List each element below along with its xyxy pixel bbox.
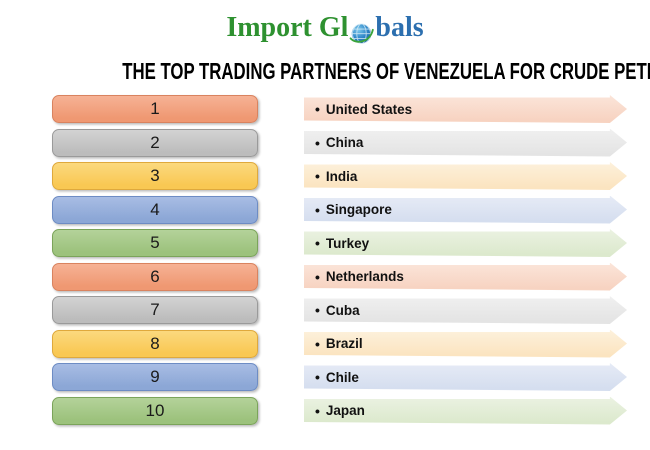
ranking-row: 2 • China (52, 128, 627, 157)
country-arrow: • Netherlands (304, 262, 627, 291)
country-arrow: • Chile (304, 363, 627, 391)
country-arrow: • Brazil (304, 329, 627, 358)
bullet-icon: • (315, 101, 320, 117)
import-globals-logo: Import Gl ba (0, 8, 650, 48)
rank-badge: 10 (52, 396, 258, 425)
country-arrow: • Japan (304, 396, 627, 425)
rank-label: 9 (150, 367, 160, 386)
country-label: Cuba (325, 302, 360, 318)
logo-text-green: Import Gl (226, 12, 349, 43)
country-arrow: • Cuba (304, 296, 627, 324)
ranking-row: 6 • Netherlands (52, 262, 627, 291)
ranking-row: 10 • Japan (52, 396, 627, 425)
logo-text-blue: bals (375, 12, 424, 43)
rank-label: 5 (150, 233, 160, 252)
rank-label: 8 (150, 333, 160, 353)
rank-badge: 9 (52, 363, 258, 391)
rank-badge: 1 (52, 95, 258, 123)
rank-badge: 2 (52, 128, 258, 157)
bullet-icon: • (315, 302, 320, 318)
rank-badge: 8 (52, 329, 258, 358)
bullet-icon: • (315, 168, 320, 184)
bullet-icon: • (315, 402, 320, 419)
ranking-row: 4 • Singapore (52, 195, 627, 224)
country-label: Chile (325, 369, 359, 385)
bullet-icon: • (315, 201, 320, 218)
rank-badge: 5 (52, 229, 258, 257)
country-arrow: • United States (304, 95, 627, 123)
country-label: United States (325, 101, 413, 117)
ranking-row: 7 • Cuba (52, 296, 627, 324)
country-label: India (325, 168, 358, 184)
country-label: Turkey (325, 235, 370, 251)
rank-badge: 6 (52, 262, 258, 291)
rank-badge: 3 (52, 162, 258, 190)
rank-label: 1 (150, 99, 160, 118)
page-title: THE TOP TRADING PARTNERS OF VENEZUELA FO… (0, 58, 650, 85)
rank-label: 2 (150, 132, 160, 152)
ranking-row: 8 • Brazil (52, 329, 627, 358)
country-label: Japan (325, 403, 365, 418)
bullet-icon: • (315, 134, 320, 151)
rank-label: 4 (150, 199, 160, 219)
country-arrow: • China (304, 128, 627, 157)
country-arrow: • Turkey (304, 229, 627, 257)
rank-badge: 7 (52, 296, 258, 324)
country-arrow: • Singapore (304, 195, 627, 224)
ranking-row: 5 • Turkey (52, 229, 627, 257)
country-label: Netherlands (325, 269, 404, 284)
rank-label: 3 (150, 166, 160, 185)
rank-label: 7 (150, 300, 160, 319)
country-label: Brazil (325, 336, 363, 351)
rank-label: 6 (150, 266, 160, 286)
bullet-icon: • (315, 235, 320, 251)
ranking-row: 3 • India (52, 162, 627, 190)
rank-label: 10 (145, 400, 165, 420)
ranking-list: 1 • United States 2 • China 3 • India (52, 95, 627, 425)
bullet-icon: • (315, 268, 320, 285)
country-label: China (325, 135, 364, 150)
bullet-icon: • (315, 335, 320, 352)
page-title-text: THE TOP TRADING PARTNERS OF VENEZUELA FO… (122, 58, 650, 84)
globe-icon (349, 19, 375, 44)
ranking-row: 9 • Chile (52, 363, 627, 391)
rank-badge: 4 (52, 195, 258, 224)
ranking-row: 1 • United States (52, 95, 627, 123)
country-arrow: • India (304, 162, 627, 190)
bullet-icon: • (315, 369, 320, 385)
country-label: Singapore (325, 202, 392, 217)
